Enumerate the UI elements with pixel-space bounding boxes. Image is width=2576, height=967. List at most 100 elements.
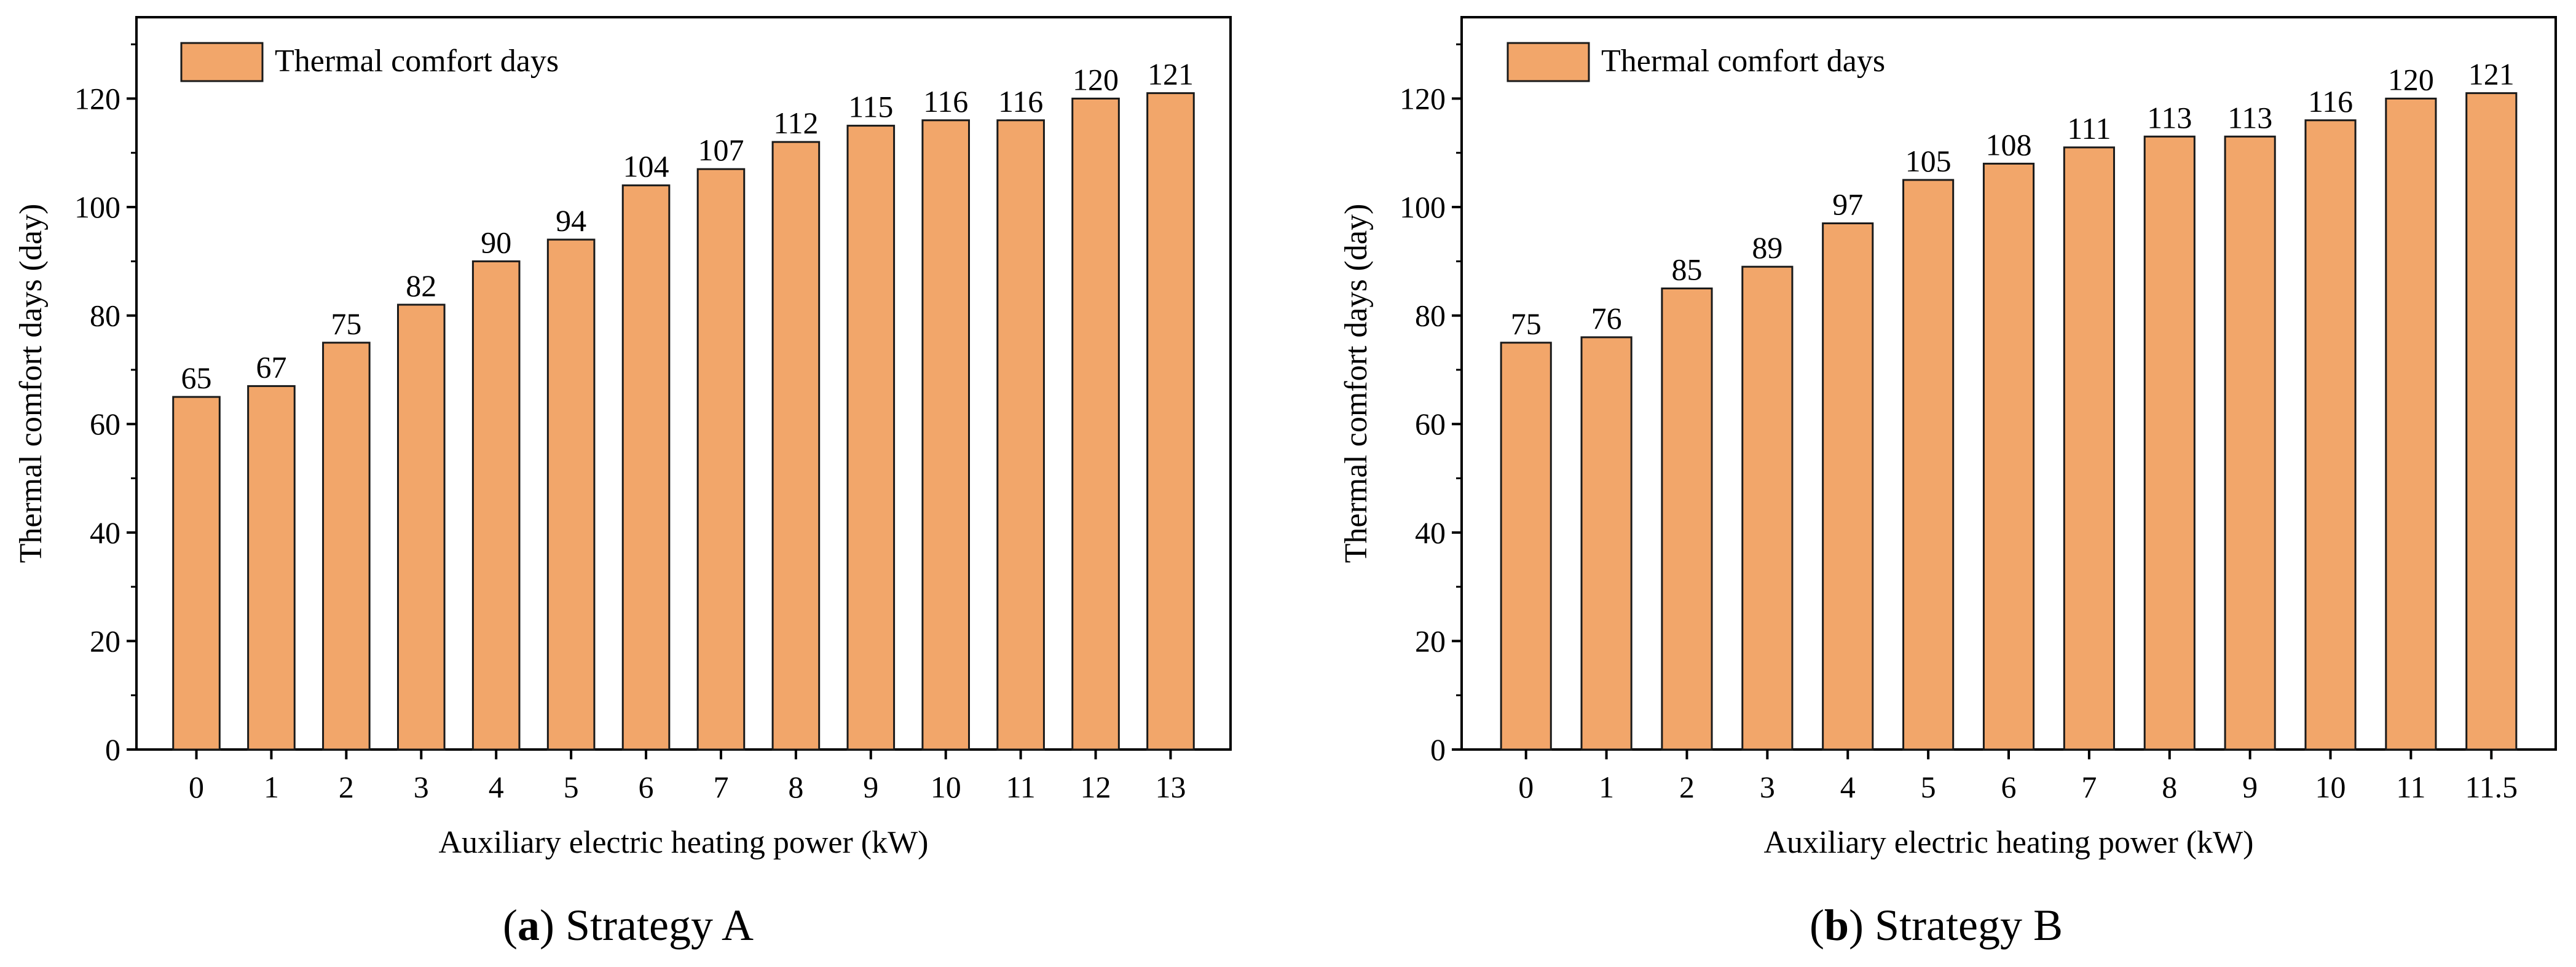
- bar: [247, 385, 296, 751]
- data-label: 120: [1073, 62, 1119, 96]
- y-tick-label: 100: [74, 190, 120, 224]
- x-tick-label: 0: [189, 770, 204, 804]
- data-label: 75: [1511, 307, 1542, 341]
- caption-b: (b) Strategy B: [1810, 901, 2063, 950]
- legend-swatch: [1507, 42, 1590, 82]
- x-tick-label: 8: [2162, 770, 2177, 804]
- bar: [996, 119, 1045, 751]
- data-label: 89: [1752, 230, 1782, 265]
- bar: [1071, 97, 1120, 751]
- data-label: 76: [1591, 301, 1622, 335]
- data-label: 115: [848, 90, 893, 124]
- bar: [1822, 222, 1874, 751]
- data-label: 85: [1671, 252, 1702, 286]
- bar: [471, 260, 521, 751]
- bar: [2304, 119, 2357, 751]
- x-tick-label: 5: [564, 770, 579, 804]
- y-tick-label: 80: [90, 299, 120, 333]
- x-tick-label: 13: [1155, 770, 1186, 804]
- y-tick-label: 120: [1400, 81, 1446, 115]
- data-label: 65: [181, 361, 212, 395]
- bar: [1580, 336, 1633, 751]
- y-tick-label: 40: [90, 515, 120, 550]
- x-tick-label: 6: [2001, 770, 2017, 804]
- data-label: 112: [773, 106, 818, 140]
- data-label: 116: [923, 84, 968, 119]
- bar: [2465, 92, 2518, 751]
- caption-a-label: a: [518, 901, 540, 950]
- data-label: 90: [481, 225, 511, 259]
- x-tick-label: 9: [863, 770, 878, 804]
- bar: [396, 303, 446, 751]
- y-tick-label: 60: [1415, 407, 1446, 441]
- x-tick-label: 10: [931, 770, 961, 804]
- bar: [1500, 342, 1552, 751]
- data-label: 104: [623, 149, 669, 184]
- bar: [696, 168, 746, 751]
- caption-a: (a) Strategy A: [503, 901, 754, 950]
- x-tick-label: 6: [639, 770, 654, 804]
- bar: [1661, 287, 1713, 751]
- data-label: 97: [1832, 187, 1863, 222]
- data-label: 105: [1905, 144, 1952, 178]
- x-tick-label: 1: [264, 770, 279, 804]
- y-tick-label: 20: [90, 624, 120, 658]
- data-label: 94: [556, 203, 586, 238]
- caption-b-label: b: [1824, 901, 1849, 950]
- x-tick-label: 2: [339, 770, 354, 804]
- chart-panel-a: 0204060801001206506717528239049451046107…: [14, 16, 1232, 860]
- x-axis-title: Auxiliary electric heating power (kW): [1764, 825, 2254, 860]
- y-axis-title: Thermal comfort days (day): [1339, 204, 1374, 563]
- legend-swatch: [180, 42, 264, 82]
- x-tick-label: 1: [1599, 770, 1614, 804]
- bar: [921, 119, 971, 751]
- legend-label: Thermal comfort days: [1601, 44, 1885, 79]
- x-tick-label: 3: [1760, 770, 1775, 804]
- x-tick-label: 0: [1518, 770, 1534, 804]
- bar: [621, 184, 671, 751]
- x-tick-label: 12: [1081, 770, 1111, 804]
- x-axis-title: Auxiliary electric heating power (kW): [439, 825, 929, 860]
- x-tick-label: 3: [414, 770, 429, 804]
- data-label: 67: [256, 350, 286, 384]
- x-tick-label: 11: [1006, 770, 1036, 804]
- x-tick-label: 7: [2081, 770, 2097, 804]
- caption-a-title: Strategy A: [565, 901, 754, 950]
- bar: [2063, 146, 2115, 751]
- caption-b-title: Strategy B: [1875, 901, 2063, 950]
- data-label: 116: [998, 84, 1043, 119]
- bar: [2224, 135, 2276, 751]
- chart-panel-b: 0204060801001207507618528939741055108611…: [1339, 16, 2557, 860]
- bar: [2143, 135, 2196, 751]
- y-tick-label: 80: [1415, 299, 1446, 333]
- data-label: 121: [2468, 57, 2515, 92]
- x-tick-label: 8: [788, 770, 803, 804]
- x-tick-label: 7: [713, 770, 728, 804]
- bar: [1902, 179, 1955, 751]
- bar: [172, 396, 221, 751]
- x-tick-label: 10: [2315, 770, 2346, 804]
- y-tick-label: 40: [1415, 515, 1446, 550]
- data-label: 121: [1148, 57, 1194, 92]
- data-label: 75: [331, 307, 361, 341]
- data-label: 113: [2227, 100, 2272, 135]
- y-tick-label: 0: [105, 732, 120, 767]
- bar: [1982, 162, 2035, 751]
- plot-frame: [135, 16, 1232, 751]
- bar: [2385, 97, 2437, 751]
- data-label: 113: [2147, 100, 2192, 135]
- y-axis-title: Thermal comfort days (day): [14, 204, 49, 563]
- x-tick-label: 9: [2242, 770, 2258, 804]
- data-label: 116: [2308, 84, 2353, 119]
- bar: [771, 141, 821, 751]
- data-label: 82: [406, 268, 436, 303]
- bar: [1741, 265, 1794, 751]
- legend-label: Thermal comfort days: [275, 44, 559, 79]
- x-tick-label: 4: [1840, 770, 1856, 804]
- x-tick-label: 4: [489, 770, 504, 804]
- x-tick-label: 5: [1921, 770, 1936, 804]
- x-tick-label: 11: [2396, 770, 2425, 804]
- x-tick-label: 11.5: [2465, 770, 2518, 804]
- bar: [546, 238, 596, 751]
